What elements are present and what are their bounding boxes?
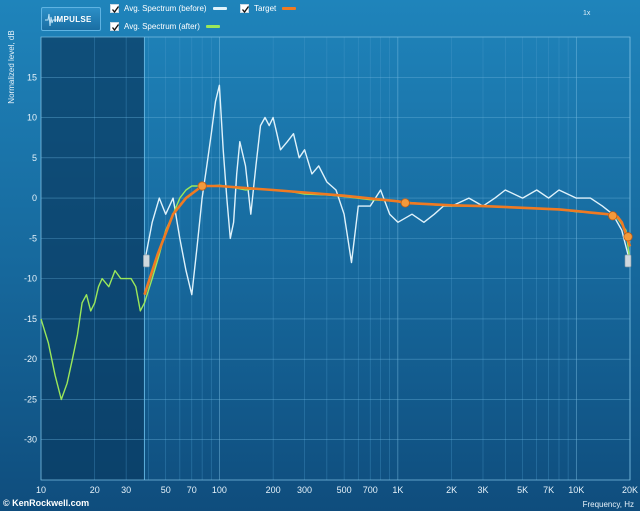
x-tick-label: 50 [161,485,171,495]
checkmark-icon [111,23,120,31]
legend-before[interactable]: Avg. Spectrum (before) [110,1,227,15]
legend-before-label: Avg. Spectrum (before) [124,3,207,13]
impulse-button[interactable]: IMPULSE [41,7,101,31]
x-tick-label: 2K [446,485,457,495]
x-tick-label: 500 [337,485,352,495]
low-limit-handle [143,254,150,268]
x-tick-label: 10 [36,485,46,495]
zoom-label[interactable]: 1x [583,10,591,17]
x-ticks: 10 20 30 50 70 100 200 300 500 700 1K 2K 3K 5K 7K 10K 20… [36,485,638,495]
x-tick-label: 30 [121,485,131,495]
legend-target-label: Target [254,3,277,13]
target-marker-point [608,211,618,221]
impulse-label: IMPULSE [54,15,92,24]
legend-before-swatch [212,6,227,10]
target-checkbox[interactable] [240,3,250,13]
y-tick-label: 15 [27,72,37,82]
y-tick-label: -30 [24,435,37,445]
legend-after[interactable]: Avg. Spectrum (after) [110,19,220,33]
checkmark-icon [111,5,120,13]
range-handles[interactable] [143,254,632,268]
y-tick-label: -25 [24,394,37,404]
x-tick-label: 700 [363,485,378,495]
checkmark-icon [241,5,250,13]
x-tick-label: 10K [568,485,584,495]
legend-after-swatch [205,24,220,28]
excluded-range [41,37,145,480]
x-tick-label: 1K [392,485,403,495]
x-tick-label: 5K [517,485,528,495]
legend-after-label: Avg. Spectrum (after) [124,21,200,31]
high-limit-handle [624,254,632,268]
y-tick-label: -20 [24,354,37,364]
y-tick-label: -5 [29,233,37,243]
x-axis-label: Frequency, Hz [582,500,634,509]
x-tick-label: 100 [212,485,227,495]
x-tick-label: 20K [622,485,638,495]
excluded-range-shade [41,37,145,480]
x-tick-label: 7K [543,485,554,495]
x-tick-label: 300 [297,485,312,495]
before-checkbox[interactable] [110,3,120,13]
y-tick-label: -10 [24,274,37,284]
x-tick-label: 70 [187,485,197,495]
impulse-icon [45,13,59,27]
target-markers[interactable] [197,181,633,242]
grid [40,36,631,481]
x-tick-label: 3K [477,485,488,495]
credit-watermark: © KenRockwell.com [3,498,90,508]
y-axis-label: Normalized level, dB [7,30,16,104]
target-marker-point [623,232,633,242]
target-marker-point [400,198,410,208]
y-ticks: 15 10 5 0 -5 -10 -15 -20 -25 -30 [24,72,37,444]
y-tick-label: 10 [27,113,37,123]
header: IMPULSE Avg. Spectrum (before) Target Av… [0,0,640,36]
after-checkbox[interactable] [110,21,120,31]
x-tick-label: 20 [90,485,100,495]
y-tick-label: -15 [24,314,37,324]
y-tick-label: 0 [32,193,37,203]
target-marker-point [197,181,207,191]
legend-target[interactable]: Target [240,1,297,15]
series-line-avg-spectrum-before- [143,84,631,296]
x-tick-label: 200 [266,485,281,495]
y-tick-label: 5 [32,153,37,163]
legend-target-swatch [282,6,297,10]
